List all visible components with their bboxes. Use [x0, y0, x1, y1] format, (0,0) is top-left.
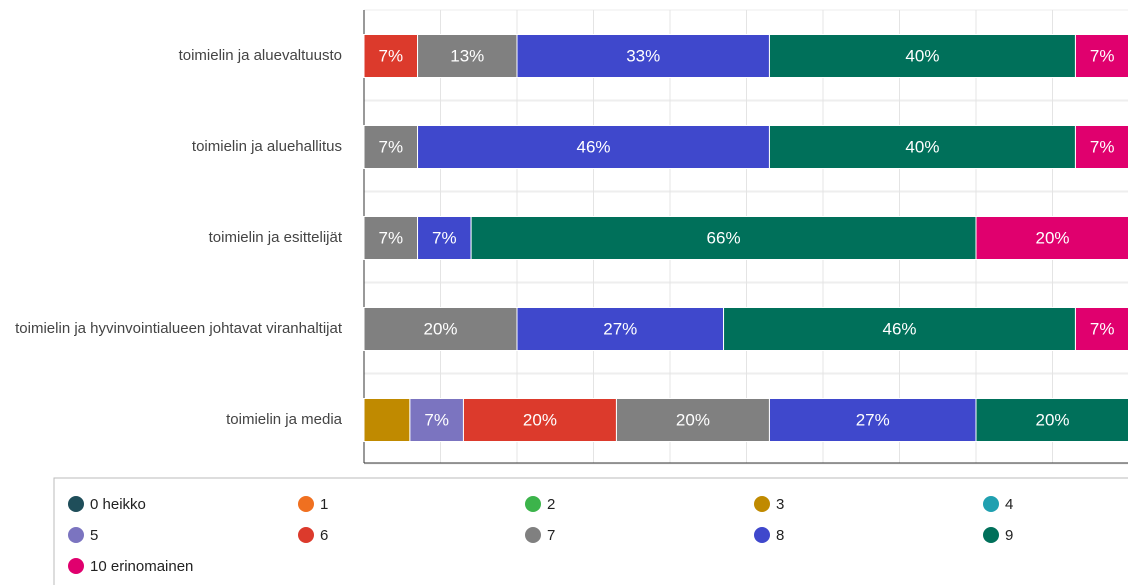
data-label: 20% — [1035, 410, 1069, 429]
bar-segment — [470, 216, 977, 260]
data-label: 20% — [423, 319, 457, 338]
bar-segment — [417, 125, 770, 169]
data-label: 27% — [856, 410, 890, 429]
bar-segment — [363, 307, 518, 351]
bar-segment — [768, 398, 977, 442]
data-label: 46% — [576, 137, 610, 156]
data-label: 7% — [1090, 319, 1115, 338]
legend-swatch — [298, 527, 314, 543]
bar-segment — [975, 216, 1128, 260]
category-label: toimielin ja aluehallitus — [191, 138, 342, 155]
data-label: 13% — [450, 46, 484, 65]
legend-swatch — [68, 527, 84, 543]
legend-swatch — [68, 496, 84, 512]
bar-segment — [516, 307, 725, 351]
bar-segment — [516, 34, 770, 78]
data-label: 27% — [603, 319, 637, 338]
data-label: 20% — [523, 410, 557, 429]
legend-label: 1 — [320, 496, 328, 513]
bar-segment — [723, 307, 1076, 351]
legend-label: 7 — [547, 527, 555, 544]
legend-swatch — [754, 496, 770, 512]
bar-segment — [768, 34, 1076, 78]
legend-box — [53, 477, 1128, 585]
bar-segment — [363, 34, 419, 78]
legend-swatch — [525, 496, 541, 512]
bar-segment — [417, 34, 518, 78]
category-label: toimielin ja aluevaltuusto — [178, 47, 342, 64]
legend-swatch — [68, 558, 84, 574]
category-label: toimielin ja esittelijät — [208, 229, 342, 246]
bar-segment — [462, 398, 617, 442]
bar-segment — [1074, 34, 1128, 78]
legend-swatch — [983, 496, 999, 512]
legend-label: 5 — [90, 527, 98, 544]
legend-label: 4 — [1005, 496, 1013, 513]
legend-label: 0 heikko — [90, 496, 146, 513]
data-label: 7% — [432, 228, 457, 247]
legend-label: 3 — [776, 496, 784, 513]
legend-swatch — [983, 527, 999, 543]
legend-swatch — [754, 527, 770, 543]
data-label: 7% — [378, 137, 403, 156]
bar-segment — [975, 398, 1128, 442]
legend-label: 2 — [547, 496, 555, 513]
bar-segment — [363, 398, 411, 442]
legend-label: 10 erinomainen — [90, 558, 193, 575]
data-label: 20% — [676, 410, 710, 429]
data-label: 66% — [707, 228, 741, 247]
data-label: 7% — [378, 46, 403, 65]
legend-label: 6 — [320, 527, 328, 544]
data-label: 40% — [905, 46, 939, 65]
bar-segment — [363, 216, 419, 260]
bar-segment — [1074, 307, 1128, 351]
data-label: 20% — [1035, 228, 1069, 247]
legend-swatch — [525, 527, 541, 543]
legend-swatch — [298, 496, 314, 512]
bar-segment — [1074, 125, 1128, 169]
category-label: toimielin ja hyvinvointialueen johtavat … — [15, 320, 342, 337]
bar-segment — [409, 398, 464, 442]
bar-segment — [768, 125, 1076, 169]
category-label: toimielin ja media — [226, 411, 342, 428]
data-label: 7% — [1090, 137, 1115, 156]
bar-segment — [615, 398, 770, 442]
data-label: 33% — [626, 46, 660, 65]
data-label: 46% — [882, 319, 916, 338]
data-label: 40% — [905, 137, 939, 156]
legend-label: 8 — [776, 527, 784, 544]
data-label: 7% — [424, 410, 449, 429]
legend-label: 9 — [1005, 527, 1013, 544]
data-label: 7% — [378, 228, 403, 247]
data-label: 7% — [1090, 46, 1115, 65]
